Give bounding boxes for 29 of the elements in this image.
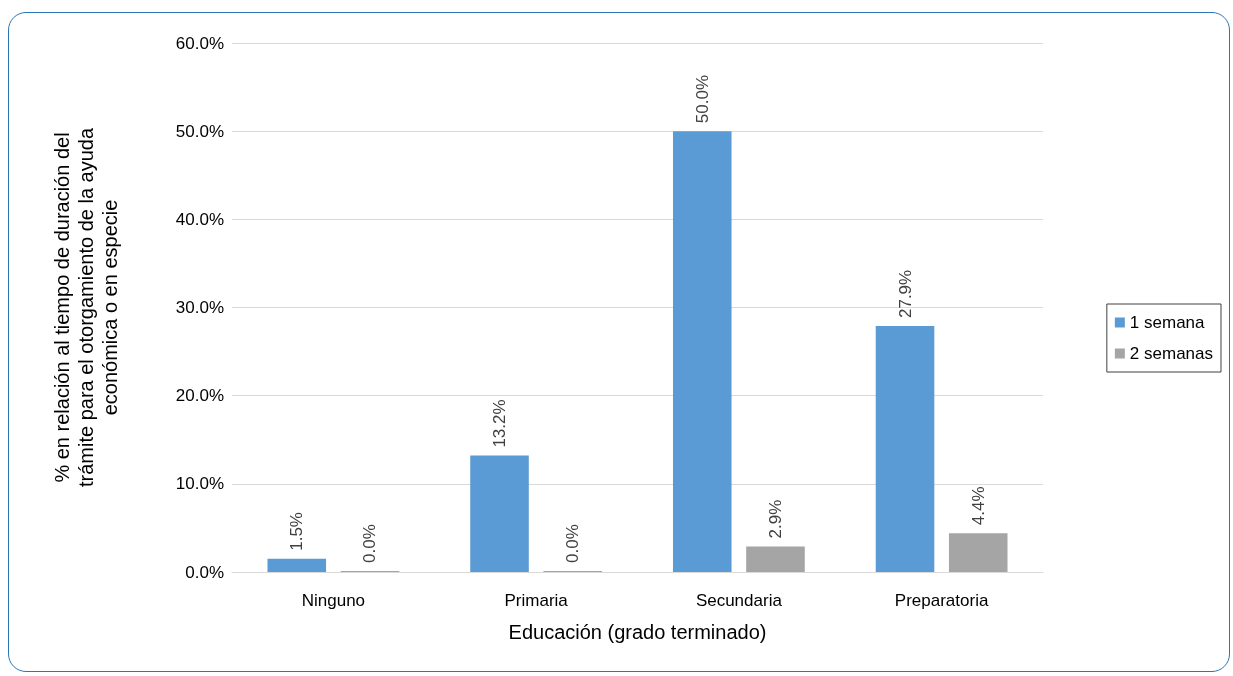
x-tick-label: Preparatoria bbox=[894, 591, 989, 610]
data-label: 13.2% bbox=[490, 399, 510, 448]
data-label: 0.0% bbox=[563, 524, 583, 563]
data-label: 2.9% bbox=[765, 499, 785, 539]
data-label: 50.0% bbox=[692, 74, 712, 124]
y-tick-label: 30.0% bbox=[175, 298, 224, 317]
bar bbox=[746, 546, 805, 572]
y-tick-label: 60.0% bbox=[175, 33, 224, 53]
x-axis-title: Educación (grado terminado) bbox=[508, 621, 767, 643]
bar bbox=[875, 326, 935, 572]
legend-label: 1 semana bbox=[1129, 313, 1206, 332]
y-tick-label: 40.0% bbox=[175, 209, 224, 229]
y-tick-label: 20.0% bbox=[175, 386, 224, 406]
data-label: 4.4% bbox=[968, 486, 988, 526]
x-tick-label: Primaria bbox=[504, 591, 569, 610]
data-label: 27.9% bbox=[895, 269, 915, 319]
y-tick-label: 50.0% bbox=[175, 121, 224, 141]
x-tick-label: Secundaria bbox=[695, 591, 783, 610]
data-label: 1.5% bbox=[287, 512, 307, 551]
y-tick-label: 0.0% bbox=[185, 562, 224, 582]
y-tick-label: 10.0% bbox=[175, 474, 224, 494]
bar bbox=[948, 533, 1008, 572]
bar bbox=[672, 131, 732, 572]
x-tick-label: Ninguno bbox=[301, 591, 366, 610]
legend-label: 2 semanas bbox=[1129, 344, 1214, 363]
bar bbox=[470, 455, 529, 572]
bar bbox=[267, 558, 327, 572]
y-axis-title: % en relación al tiempo de duración del trámite para el otorgamiento de la ayuda económica o en especie bbox=[51, 127, 121, 488]
data-label: 0.0% bbox=[360, 524, 380, 563]
